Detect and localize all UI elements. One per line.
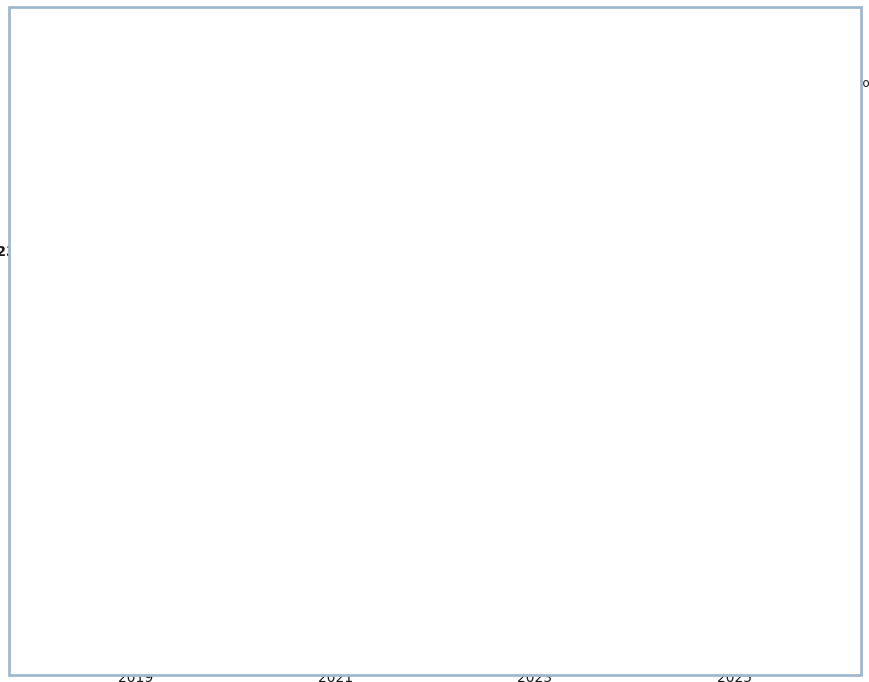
- Text: Market Size in: Market Size in: [554, 321, 647, 333]
- Bar: [360, 226, 460, 274]
- Text: ⚡: ⚡: [218, 76, 235, 100]
- Text: 🌍: 🌍: [63, 76, 78, 100]
- Text: Indian Data Center
Market Size: Indian Data Center Market Size: [614, 181, 770, 216]
- Circle shape: [10, 77, 132, 98]
- Bar: [94, 515, 177, 662]
- Text: 11.4 % CAGR: 11.4 % CAGR: [696, 39, 797, 53]
- Bar: [492, 473, 576, 662]
- Circle shape: [26, 80, 116, 95]
- Text: Billion: Billion: [649, 321, 693, 333]
- Text: Increasing Digital Transformation
to boost Indian Data Center
Market growth: Increasing Digital Transformation to boo…: [282, 63, 489, 113]
- Circle shape: [168, 78, 285, 98]
- Text: MMR: MMR: [120, 79, 169, 97]
- Text: 🔥: 🔥: [530, 78, 543, 98]
- Bar: [460, 226, 525, 274]
- Bar: [293, 495, 377, 662]
- Text: 2023: 2023: [587, 240, 627, 254]
- Legend: Electrical, Mechanical, Security, Networking, Others: Electrical, Mechanical, Security, Networ…: [31, 353, 404, 371]
- Bar: [26, 226, 201, 274]
- Bar: [692, 447, 775, 662]
- Circle shape: [478, 78, 595, 98]
- Text: Indian Data Center Market to
grow at a CAGR of 11.4 %
during 2024-2030: Indian Data Center Market to grow at a C…: [696, 77, 868, 126]
- Text: USD 3.56: USD 3.56: [715, 276, 801, 295]
- Bar: [201, 226, 250, 274]
- Text: USD 1.67: USD 1.67: [564, 276, 650, 295]
- Title: Value of datacenter market investment in India in 2019, with estimates until
202: Value of datacenter market investment in…: [139, 330, 730, 364]
- Text: Indian Data Center Market Share by Component
(2023) in %: Indian Data Center Market Share by Compo…: [51, 136, 428, 166]
- FancyBboxPatch shape: [26, 20, 843, 161]
- Text: 2030: 2030: [739, 240, 778, 254]
- Bar: [250, 226, 360, 274]
